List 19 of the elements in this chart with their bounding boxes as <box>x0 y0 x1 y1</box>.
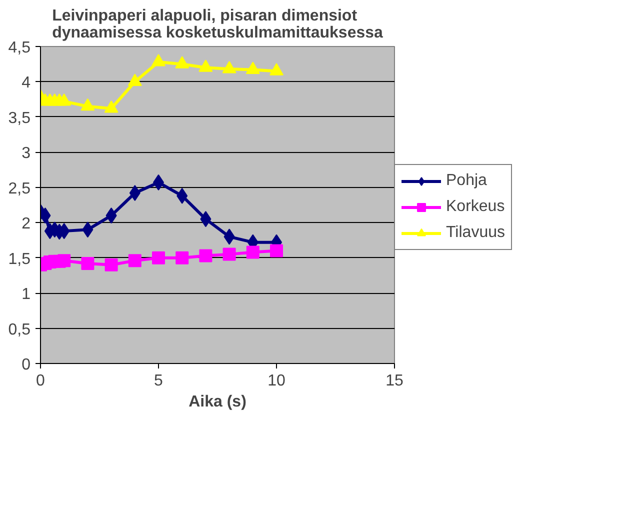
x-tick-label: 5 <box>154 372 164 390</box>
x-tick-label: 10 <box>268 372 286 390</box>
x-tick-label: 15 <box>386 372 404 390</box>
y-tick-label: 4,5 <box>8 40 31 56</box>
y-tick-label: 4 <box>22 74 31 92</box>
y-tick-label: 1,5 <box>8 250 31 268</box>
y-tick-label: 0 <box>22 356 31 374</box>
legend-label: Korkeus <box>446 198 505 216</box>
y-tick-label: 2 <box>22 216 31 233</box>
y-tick-label: 2,5 <box>8 180 31 198</box>
y-tick-label: 0,5 <box>8 321 31 338</box>
chart-title: Leivinpaperi alapuoli, pisaran dimensiot dynaamisessa kosketuskulmamittauksessa <box>52 8 384 42</box>
legend-label: Pohja <box>446 172 487 190</box>
y-tick-label: 1 <box>22 286 31 304</box>
y-tick-label: 3 <box>22 145 31 162</box>
y-tick-label: 3,5 <box>8 110 31 127</box>
legend-label: Tilavuus <box>446 224 505 242</box>
x-axis-title: Aika (s) <box>188 394 246 410</box>
x-tick-label: 0 <box>36 372 46 390</box>
